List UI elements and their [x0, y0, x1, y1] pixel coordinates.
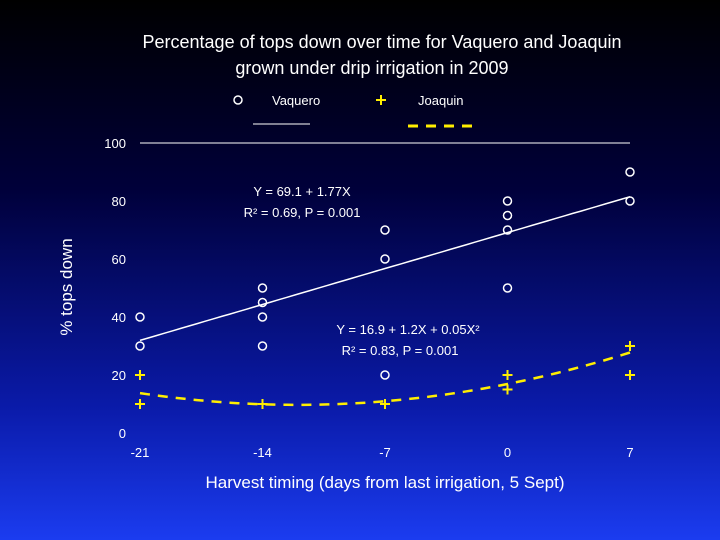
y-tick-label: 40	[112, 310, 126, 325]
joaquin-point	[380, 399, 390, 409]
legend-joaquin-label: Joaquin	[418, 93, 464, 108]
vaquero-point	[625, 196, 635, 206]
x-tick-labels: -21 -14 -7 0 7	[131, 445, 634, 460]
legend-vaquero-label: Vaquero	[272, 93, 320, 108]
joaquin-point	[625, 370, 635, 380]
y-tick-label: 100	[104, 136, 126, 151]
x-tick-label: -14	[253, 445, 272, 460]
y-tick-label: 60	[112, 252, 126, 267]
vaquero-point	[257, 297, 268, 308]
vaquero-point	[257, 341, 268, 351]
y-axis-label: % tops down	[57, 238, 76, 335]
y-tick-label: 0	[119, 426, 126, 441]
joaquin-point	[257, 399, 268, 409]
vaquero-fit-line	[139, 195, 631, 342]
vaquero-point	[380, 370, 390, 380]
vaquero-point	[625, 167, 635, 177]
legend-joaquin-marker	[376, 95, 386, 105]
legend: Vaquero Joaquin	[233, 93, 472, 128]
chart-title-line-2: grown under drip irrigation in 2009	[235, 58, 508, 78]
joaquin-stats: R² = 0.83, P = 0.001	[342, 343, 459, 358]
y-tick-label: 20	[112, 368, 126, 383]
vaquero-point	[502, 210, 513, 221]
vaquero-point	[257, 312, 268, 322]
joaquin-equation: Y = 16.9 + 1.2X + 0.05X²	[336, 322, 480, 337]
joaquin-point	[502, 370, 513, 380]
x-tick-label: -7	[379, 445, 391, 460]
y-tick-labels: 0 20 40 60 80 100	[104, 136, 126, 441]
fit-lines	[139, 195, 631, 407]
joaquin-point	[625, 341, 635, 351]
x-tick-label: -21	[131, 445, 150, 460]
joaquin-point	[135, 370, 145, 380]
vaquero-equation: Y = 69.1 + 1.77X	[253, 184, 351, 199]
vaquero-point	[135, 341, 145, 351]
legend-vaquero-marker	[233, 95, 243, 105]
joaquin-point	[502, 384, 513, 395]
vaquero-point	[380, 254, 390, 264]
chart-title-line-1: Percentage of tops down over time for Va…	[143, 32, 622, 52]
data-points	[135, 167, 635, 409]
x-axis-label: Harvest timing (days from last irrigatio…	[205, 473, 564, 492]
vaquero-stats: R² = 0.69, P = 0.001	[244, 205, 361, 220]
joaquin-point	[135, 399, 145, 409]
x-tick-label: 0	[504, 445, 511, 460]
vaquero-point	[257, 283, 268, 293]
vaquero-point	[380, 225, 390, 235]
y-tick-label: 80	[112, 194, 126, 209]
vaquero-point	[135, 312, 145, 322]
vaquero-point	[502, 225, 513, 235]
vaquero-point	[502, 196, 513, 206]
x-tick-label: 7	[626, 445, 633, 460]
vaquero-point	[502, 283, 513, 293]
